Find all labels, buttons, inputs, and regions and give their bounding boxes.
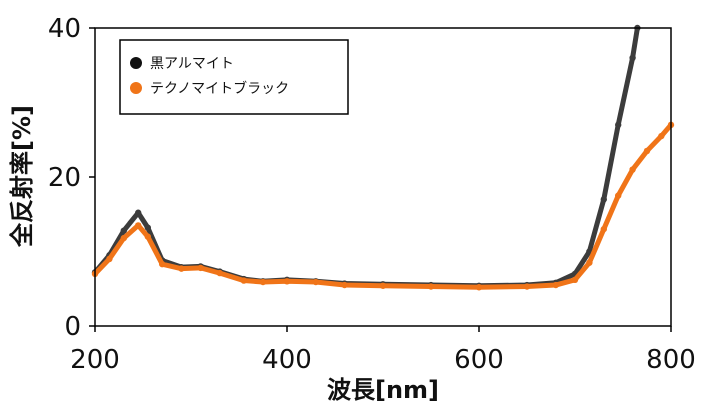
data-point (259, 278, 267, 286)
y-tick-label: 0 (64, 312, 81, 342)
legend-label-1: テクノマイトブラック (150, 80, 289, 97)
data-point (144, 224, 151, 231)
y-tick-label: 40 (48, 14, 81, 44)
data-point (600, 225, 607, 233)
data-point (615, 192, 622, 199)
data-point (135, 222, 142, 229)
data-point (216, 269, 223, 277)
data-point (629, 54, 636, 61)
data-point (643, 147, 651, 155)
x-tick-label: 200 (70, 345, 120, 375)
data-point (658, 132, 665, 140)
data-point (586, 259, 593, 266)
x-tick-label: 600 (454, 345, 504, 375)
data-point (629, 166, 636, 173)
x-tick-label: 400 (262, 345, 312, 375)
data-point (135, 209, 142, 216)
data-point (312, 278, 319, 286)
series-1 (91, 121, 675, 291)
legend-box (119, 39, 349, 115)
data-point (159, 260, 166, 268)
data-point (120, 227, 128, 234)
ticks: 200 400 600 800 0 20 40 (48, 14, 696, 375)
data-point (552, 281, 559, 289)
data-point (283, 278, 291, 285)
legend: 黒アルマイト テクノマイトブラック (119, 39, 349, 115)
y-tick-label: 20 (48, 163, 81, 193)
data-point (144, 233, 151, 240)
data-point (427, 283, 435, 290)
legend-label-0: 黒アルマイト (150, 56, 234, 72)
series-layer (91, 24, 675, 291)
plot-frame (94, 27, 672, 327)
data-point (341, 281, 348, 289)
data-point (523, 283, 531, 290)
data-point (571, 276, 579, 284)
data-point (197, 264, 204, 272)
data-point (600, 196, 607, 203)
y-axis-label: 全反射率[%] (8, 105, 36, 248)
data-point (178, 265, 185, 272)
data-point (106, 255, 113, 263)
data-point (240, 277, 247, 284)
x-axis-label: 波長[nm] (327, 376, 439, 404)
data-point (379, 282, 387, 289)
x-tick-label: 800 (646, 345, 696, 375)
data-point (615, 121, 622, 129)
data-point (120, 234, 128, 242)
data-point (475, 284, 483, 291)
legend-marker-0 (130, 57, 142, 69)
legend-marker-1 (130, 82, 142, 94)
